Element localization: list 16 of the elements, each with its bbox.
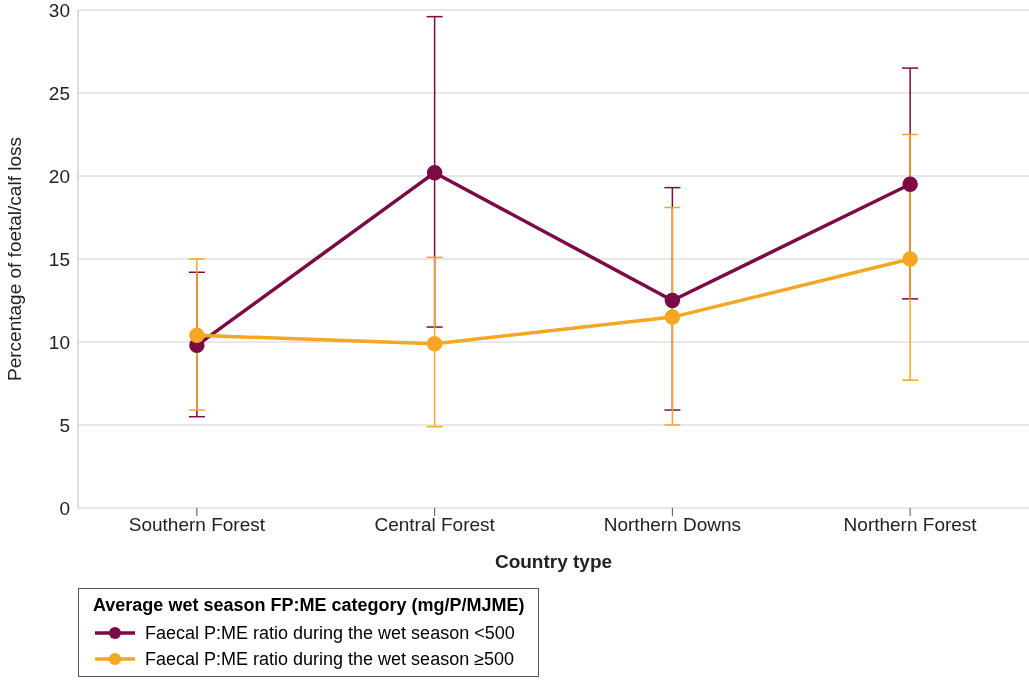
x-tick-label: Northern Downs — [603, 514, 742, 536]
x-tick-label: Central Forest — [374, 514, 496, 536]
y-tick-label: 25 — [48, 82, 70, 104]
legend-label: Faecal P:ME ratio during the wet season <500 — [145, 622, 515, 644]
y-tick-label: 20 — [48, 165, 70, 187]
x-axis-title: Country type — [494, 551, 613, 572]
y-axis-title: Percentage of foetal/calf loss — [3, 137, 25, 381]
legend-label: Faecal P:ME ratio during the wet season ≥500 — [145, 648, 515, 670]
y-tick-label: 5 — [59, 414, 70, 436]
y-tick-label: 15 — [48, 248, 70, 270]
y-tick-label: 30 — [48, 0, 70, 21]
y-tick-label: 0 — [59, 497, 70, 519]
y-tick-label: 10 — [48, 331, 70, 353]
x-tick-label: Southern Forest — [128, 514, 266, 536]
x-tick-label: Northern Forest — [843, 514, 978, 536]
legend-title: Average wet season FP:ME category (mg/P/MJME) — [93, 595, 525, 616]
